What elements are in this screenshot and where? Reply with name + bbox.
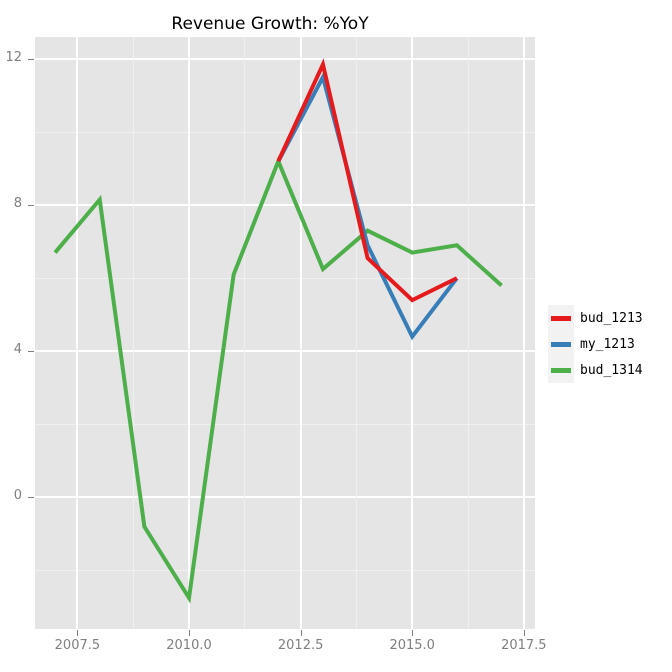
x-tick-label: 2015.0 bbox=[389, 638, 435, 653]
legend-color-swatch bbox=[551, 315, 571, 321]
gridline-y-major bbox=[35, 57, 535, 60]
legend-color-swatch bbox=[551, 367, 571, 373]
legend-item[interactable]: bud_1314 bbox=[548, 357, 666, 383]
legend-item-label: my_1213 bbox=[580, 336, 635, 352]
gridline-y-major bbox=[35, 350, 535, 353]
y-tick-label: 4 bbox=[13, 342, 22, 358]
gridline-y-minor bbox=[35, 131, 535, 133]
legend-key bbox=[548, 331, 574, 357]
series-line-my_1213 bbox=[276, 71, 459, 341]
series-line-bud_1213 bbox=[276, 58, 458, 303]
y-tick-label: 12 bbox=[5, 49, 22, 65]
y-tick-mark bbox=[28, 205, 34, 207]
gridline-x-minor bbox=[244, 37, 246, 629]
legend-item-label: bud_1314 bbox=[580, 362, 643, 378]
x-tick-label: 2012.5 bbox=[277, 638, 324, 653]
legend-color-swatch bbox=[551, 341, 571, 347]
gridline-x-major bbox=[188, 37, 191, 629]
gridline-x-major bbox=[76, 37, 79, 629]
x-tick-mark bbox=[412, 630, 414, 636]
gridline-x-minor bbox=[467, 37, 469, 629]
gridline-x-minor bbox=[132, 37, 134, 629]
x-tick-mark bbox=[300, 630, 302, 636]
legend-key bbox=[548, 357, 574, 383]
x-tick-label: 2007.5 bbox=[54, 638, 101, 653]
x-tick-label: 2010.0 bbox=[166, 638, 212, 653]
legend-item-label: bud_1213 bbox=[580, 310, 643, 326]
chart-title: Revenue Growth: %YoY bbox=[171, 14, 369, 34]
x-tick-mark bbox=[77, 630, 79, 636]
legend-key bbox=[548, 305, 574, 331]
gridline-y-minor bbox=[35, 423, 535, 425]
y-tick-mark bbox=[28, 497, 34, 499]
series-line-bud_1314 bbox=[53, 155, 503, 604]
plot-area bbox=[53, 58, 503, 604]
gridline-y-major bbox=[35, 496, 535, 499]
gridline-y-major bbox=[35, 204, 535, 207]
plot-panel bbox=[35, 37, 535, 629]
legend: bud_1213 my_1213 bud_1314 bbox=[548, 305, 666, 383]
x-tick-mark bbox=[523, 630, 525, 636]
y-tick-label: 0 bbox=[13, 488, 22, 504]
gridline-x-minor bbox=[355, 37, 357, 629]
gridline-y-minor bbox=[35, 277, 535, 279]
x-tick-mark bbox=[189, 630, 191, 636]
legend-item[interactable]: my_1213 bbox=[548, 331, 666, 357]
y-tick-label: 8 bbox=[13, 196, 22, 212]
gridline-x-major bbox=[299, 37, 302, 629]
y-tick-mark bbox=[28, 58, 34, 60]
legend-item[interactable]: bud_1213 bbox=[548, 305, 666, 331]
gridline-y-minor bbox=[35, 570, 535, 572]
y-tick-mark bbox=[28, 351, 34, 353]
x-tick-label: 2017.5 bbox=[501, 638, 547, 653]
gridline-x-major bbox=[522, 37, 525, 629]
